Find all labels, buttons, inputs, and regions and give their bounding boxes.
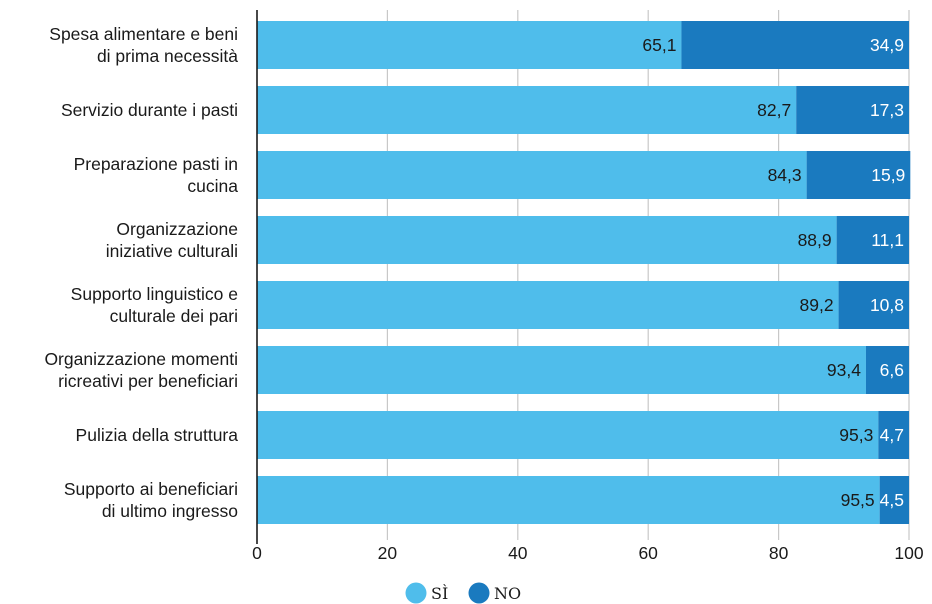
category-label: Servizio durante i pasti	[61, 100, 238, 120]
legend-swatch-no	[468, 582, 490, 604]
legend-label-no: NO	[494, 584, 521, 603]
bar-no	[865, 346, 909, 394]
data-label: 34,9	[870, 35, 904, 55]
x-tick-label: 100	[894, 543, 923, 563]
x-tick-label: 40	[508, 543, 528, 563]
data-label: 65,1	[642, 35, 676, 55]
x-tick-label: 0	[252, 543, 262, 563]
data-label: 93,4	[827, 360, 861, 380]
bar-no	[836, 216, 909, 264]
data-label: 95,3	[839, 425, 873, 445]
category-labels: Spesa alimentare e beni di prima necessit…	[44, 24, 238, 521]
bar-no	[681, 21, 909, 69]
data-label: 15,9	[871, 165, 905, 185]
data-label: 82,7	[757, 100, 791, 120]
data-label: 11,1	[871, 230, 904, 250]
category-label: Organizzazione iniziative culturali	[106, 219, 238, 261]
bar-no	[796, 86, 909, 134]
category-label: Organizzazione momenti ricreativi per ben…	[44, 349, 238, 391]
bar-si	[257, 411, 879, 459]
bar-no	[878, 411, 909, 459]
category-label: Preparazione pasti in cucina	[74, 154, 239, 196]
data-label: 6,6	[880, 360, 904, 380]
bars: 65,1 34,9 82,7 17,3 84,3 15,9 88,9 11,1 89,2 10,8…	[257, 21, 911, 524]
legend-label-si: SÌ	[431, 583, 448, 603]
x-tick-label: 60	[638, 543, 658, 563]
bar-si	[257, 21, 682, 69]
bar-si	[257, 476, 880, 524]
bar-si	[257, 151, 807, 199]
data-label: 17,3	[870, 100, 904, 120]
data-label: 4,5	[880, 490, 904, 510]
x-tick-label: 80	[769, 543, 789, 563]
bar-si	[257, 346, 866, 394]
data-label: 89,2	[800, 295, 834, 315]
bar-no	[879, 476, 909, 524]
bar-si	[257, 281, 839, 329]
category-label: Pulizia della struttura	[76, 425, 239, 445]
x-tick-label: 20	[378, 543, 398, 563]
bar-no	[838, 281, 909, 329]
bar-si	[257, 216, 837, 264]
bar-si	[257, 86, 797, 134]
legend-swatch-si	[405, 582, 427, 604]
category-label: Spesa alimentare e beni di prima necessit…	[49, 24, 238, 66]
data-label: 4,7	[880, 425, 904, 445]
data-label: 88,9	[798, 230, 832, 250]
data-label: 95,5	[841, 490, 875, 510]
data-label: 10,8	[870, 295, 904, 315]
x-tick-labels: 0 20 40 60 80 100	[252, 543, 924, 563]
bar-no	[806, 151, 911, 199]
legend: SÌ NO	[405, 582, 521, 604]
category-label: Supporto ai beneficiari di ultimo ingress…	[64, 479, 238, 521]
data-label: 84,3	[768, 165, 802, 185]
category-label: Supporto linguistico e culturale dei pari	[71, 284, 238, 326]
